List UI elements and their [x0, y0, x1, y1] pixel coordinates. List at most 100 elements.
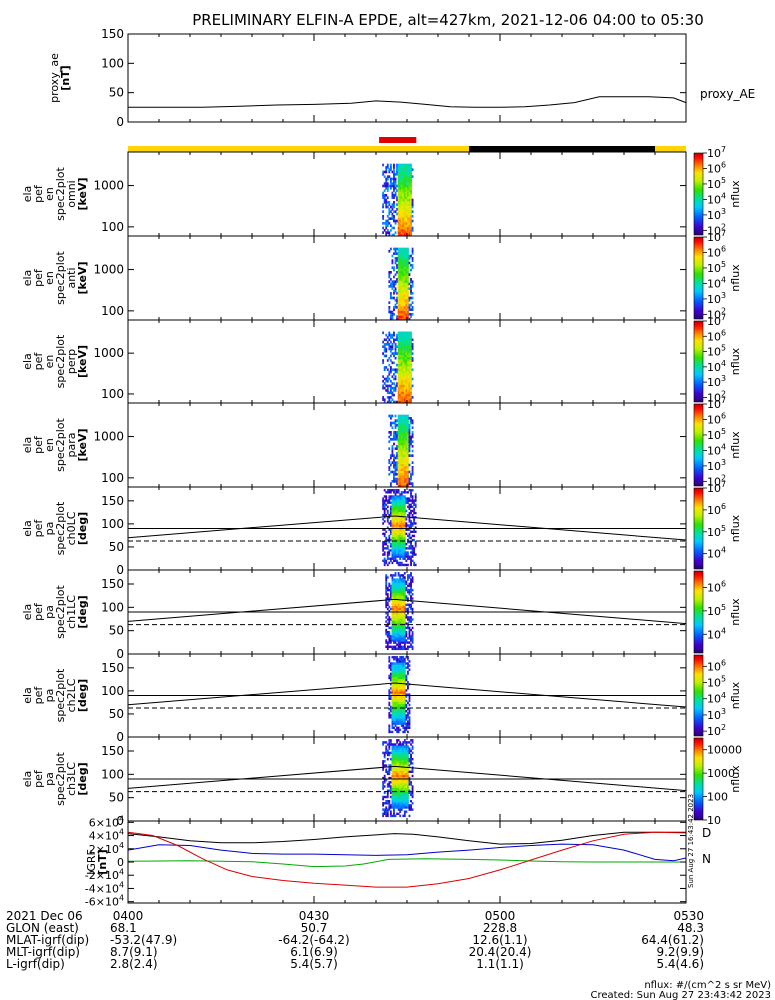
spectrogram-cell [391, 454, 394, 457]
spectrogram-cell [386, 814, 389, 818]
spectrogram-cell [388, 391, 391, 395]
spectrogram-cell [399, 191, 402, 195]
spectrogram-cell [399, 198, 402, 202]
spectrogram-cell [397, 588, 400, 592]
spectrogram-cell [399, 480, 402, 483]
spectrogram-cell [397, 630, 400, 634]
spectrogram-cell [402, 445, 405, 448]
spectrogram-cell [389, 315, 392, 318]
spectrogram-cell [393, 509, 395, 513]
spectrogram-cell [410, 597, 412, 600]
spectrogram-cell [389, 210, 392, 213]
spectrogram-cell [394, 806, 397, 809]
colorbar-tick-label: 106 [707, 412, 726, 427]
spectrogram-cell [411, 215, 414, 218]
spectrogram-cell [405, 254, 408, 258]
loss-cone-curve [127, 598, 687, 625]
spectrogram-cell [399, 553, 402, 556]
y-axis-label: IGRF[nT] [85, 849, 109, 875]
spectrogram-cell [403, 793, 406, 797]
spectrogram-cell [396, 802, 398, 805]
spectrogram-cell [405, 616, 408, 619]
spectrogram-cell [407, 597, 409, 600]
spectrogram-cell [386, 749, 389, 752]
spectrogram-cell [407, 391, 409, 395]
spectrogram-cell [400, 306, 403, 309]
spectrogram-cell [383, 338, 386, 342]
spectrogram-cell [385, 177, 388, 181]
spectrogram-cell [391, 693, 394, 696]
spectrogram-cell [394, 250, 397, 253]
spectrogram-cell [391, 576, 394, 579]
spectrogram-cell [407, 781, 409, 784]
spectrogram-cell [403, 806, 406, 809]
spectrogram-cell [385, 543, 388, 546]
spectrogram-cell [403, 530, 406, 533]
spectrogram-cell [407, 656, 409, 659]
spectrogram-cell [393, 275, 395, 279]
spectrogram-cell [396, 624, 398, 627]
spectrogram-cell [397, 205, 400, 209]
spectrogram-cell [393, 720, 395, 723]
spectrogram-cell [399, 693, 402, 696]
spectrogram-cell [393, 289, 395, 293]
spectrogram-cell [405, 595, 408, 598]
colorbar-gradient [693, 152, 704, 236]
spectrogram-cell [414, 511, 417, 515]
spectrogram-cell [400, 774, 403, 778]
spectrogram-cell [393, 586, 395, 590]
spectrogram-cell [383, 764, 386, 767]
loss-cone-curve [127, 682, 687, 708]
spectrogram-cell [400, 584, 403, 588]
spectrogram-cell [382, 808, 385, 811]
spectrogram-cell [402, 586, 405, 590]
spectrogram-cell [400, 764, 403, 767]
spectrogram-cell [408, 317, 411, 321]
spectrogram-cell [385, 586, 388, 590]
spectrogram-cell [407, 716, 409, 719]
spectrogram-cell [400, 468, 403, 471]
spectrogram-cell [407, 760, 409, 763]
spectrogram-cell [408, 489, 411, 492]
spectrogram-cell [400, 252, 403, 255]
spectrogram-cell [405, 370, 408, 374]
spectrogram-cell [397, 524, 400, 527]
y-axis-label-line: pef [32, 268, 45, 287]
spectrogram-cell [389, 180, 392, 183]
spectrogram-cell [399, 595, 402, 598]
spectrogram-cell [400, 705, 403, 709]
spectrogram-cell [394, 707, 397, 711]
spectrogram-cell [386, 551, 389, 554]
ephemeris-value: 2.8(2.4) [110, 957, 158, 971]
spectrogram-cell [400, 229, 403, 232]
spectrogram-cell [405, 375, 408, 378]
colorbar-tick-label: 10000 [707, 744, 742, 757]
spectrogram-cell [399, 728, 402, 732]
spectrogram-cell [400, 264, 403, 267]
spectrogram-cell [403, 266, 406, 269]
spectrogram-cell [407, 461, 409, 464]
y-axis-label-line: en [43, 271, 56, 285]
ephemeris-value: 0530 [673, 909, 704, 923]
spectrogram-cell [397, 264, 400, 267]
spectrogram-cell [403, 601, 406, 604]
spectrogram-cell [389, 618, 392, 621]
spectrogram-cell [389, 758, 392, 761]
spectrogram-cell [393, 393, 395, 397]
spectrogram-cell [399, 196, 402, 199]
spectrogram-cell [410, 377, 412, 381]
spectrogram-cell [403, 588, 406, 592]
colorbar-tick-label: 106 [707, 658, 726, 673]
spectrogram-cell [408, 620, 411, 623]
spectrogram-cell [410, 522, 412, 525]
spectrogram-cell [402, 264, 405, 267]
spectrogram-cell [402, 384, 405, 388]
spectrogram-cell [407, 730, 409, 734]
spectrogram-cell [407, 375, 409, 378]
spectrogram-cell [405, 622, 408, 625]
spectrogram-cell [383, 170, 386, 174]
spectrogram-cell [405, 424, 408, 427]
spectrogram-cell [396, 691, 398, 694]
spectrogram-cell [403, 509, 406, 513]
spectrogram-cell [397, 601, 400, 604]
